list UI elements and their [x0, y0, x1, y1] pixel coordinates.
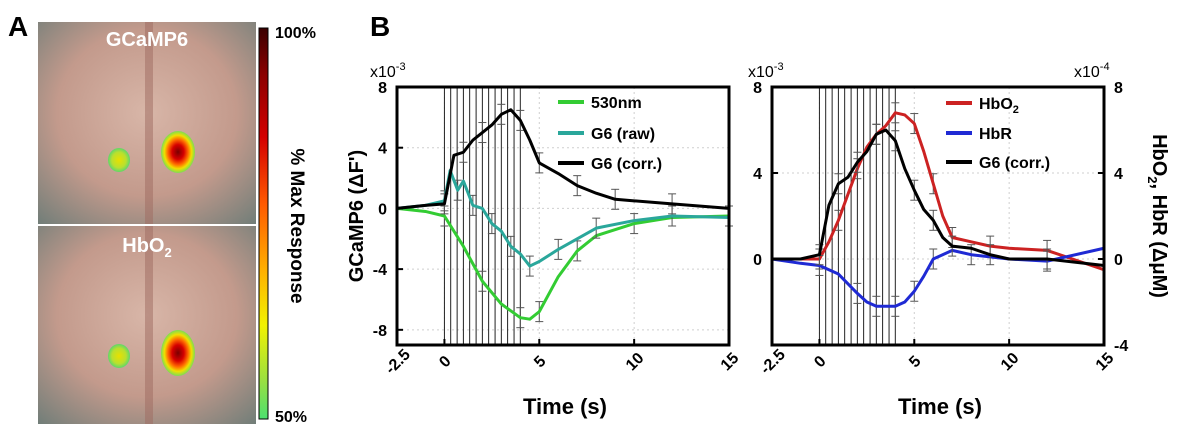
x-tick-label: 5 [531, 353, 549, 371]
y-tick-label: -4 [373, 262, 387, 279]
legend-label-hbr: HbR [979, 126, 1012, 143]
chart-left-ticks: -2.5 0 5 10 15 -8 -4 0 4 8 [373, 80, 743, 378]
y-tick-label-right: 8 [1114, 80, 1123, 97]
legend-label-530nm: 530nm [591, 95, 642, 112]
x-tick-label: 15 [718, 350, 743, 375]
y-tick-label: -8 [373, 323, 387, 340]
legend-label-g6-corr-right: G6 (corr.) [979, 155, 1050, 172]
y-tick-label: 8 [378, 80, 387, 97]
colorbar-title: % Max Response [286, 148, 307, 303]
colorbar-bottom-label: 50% [275, 409, 307, 425]
hbo2-image-title: HbO2 [122, 235, 171, 260]
x-tick-label: 0 [436, 353, 454, 371]
y-tick-label: 4 [753, 166, 762, 183]
series-line-g6-corr [772, 128, 1105, 267]
chart-right-y-axis-label: HbO2, HbR (ΔμM) [1145, 134, 1170, 298]
y-tick-label: 8 [753, 80, 762, 97]
chart-left-y-axis-label: GCaMP6 (ΔF') [346, 150, 368, 282]
colorbar [258, 27, 269, 420]
y-tick-label: 0 [378, 201, 387, 218]
chart-right-frame [770, 85, 1106, 347]
series-line-hbr [771, 246, 1105, 308]
y-tick-label: 4 [378, 141, 387, 158]
series-line-530nm [396, 206, 730, 321]
gcamp6-brain-image [38, 22, 256, 224]
series-line-hbo2 [772, 111, 1105, 272]
chart-left: -2.5 0 5 10 15 -8 -4 0 4 8 x10-3 GCaMP6 (ΔF') Tim… [346, 61, 742, 419]
legend-label-g6-raw: G6 (raw) [591, 126, 655, 143]
colorbar-top-label: 100% [275, 25, 316, 42]
chart-right-right-exponent: x10-4 [1074, 61, 1110, 81]
chart-left-series [396, 103, 733, 329]
y-tick-label-right: 0 [1114, 252, 1123, 269]
hbo2-title-main: HbO [122, 235, 164, 257]
x-tick-label: 10 [623, 350, 648, 375]
x-tick-label: 5 [906, 353, 924, 371]
hbo2-title-sub: 2 [164, 245, 171, 260]
y-tick-label-right: 4 [1114, 166, 1123, 183]
chart-left-exponent: x10-3 [370, 61, 406, 81]
chart-right-series [771, 102, 1105, 317]
chart-right-legend: HbO2 HbR G6 (corr.) [946, 96, 1050, 172]
series-line-g6-corr [396, 108, 730, 210]
chart-right-x-axis-label: Time (s) [898, 394, 982, 419]
panel-b-label: B [370, 11, 390, 42]
chart-left-frame [395, 85, 731, 347]
x-tick-label: -2.5 [382, 346, 414, 378]
chart-left-legend: 530nm G6 (raw) G6 (corr.) [558, 95, 662, 173]
gcamp6-image-title: GCaMP6 [106, 29, 188, 51]
x-tick-label: 10 [998, 350, 1023, 375]
chart-left-x-axis-label: Time (s) [523, 394, 607, 419]
panel-a-label: A [8, 11, 28, 42]
x-tick-label: -2.5 [757, 346, 789, 378]
x-tick-label: 0 [811, 353, 829, 371]
chart-right-left-exponent: x10-3 [748, 61, 784, 81]
legend-label-g6-corr: G6 (corr.) [591, 156, 662, 173]
hbo2-brain-image [38, 226, 256, 424]
y-tick-label: 0 [753, 252, 762, 269]
legend-label-hbo2: HbO2 [979, 96, 1019, 116]
chart-right-gridlines [771, 86, 1105, 346]
y-tick-label-right: -4 [1114, 338, 1128, 355]
